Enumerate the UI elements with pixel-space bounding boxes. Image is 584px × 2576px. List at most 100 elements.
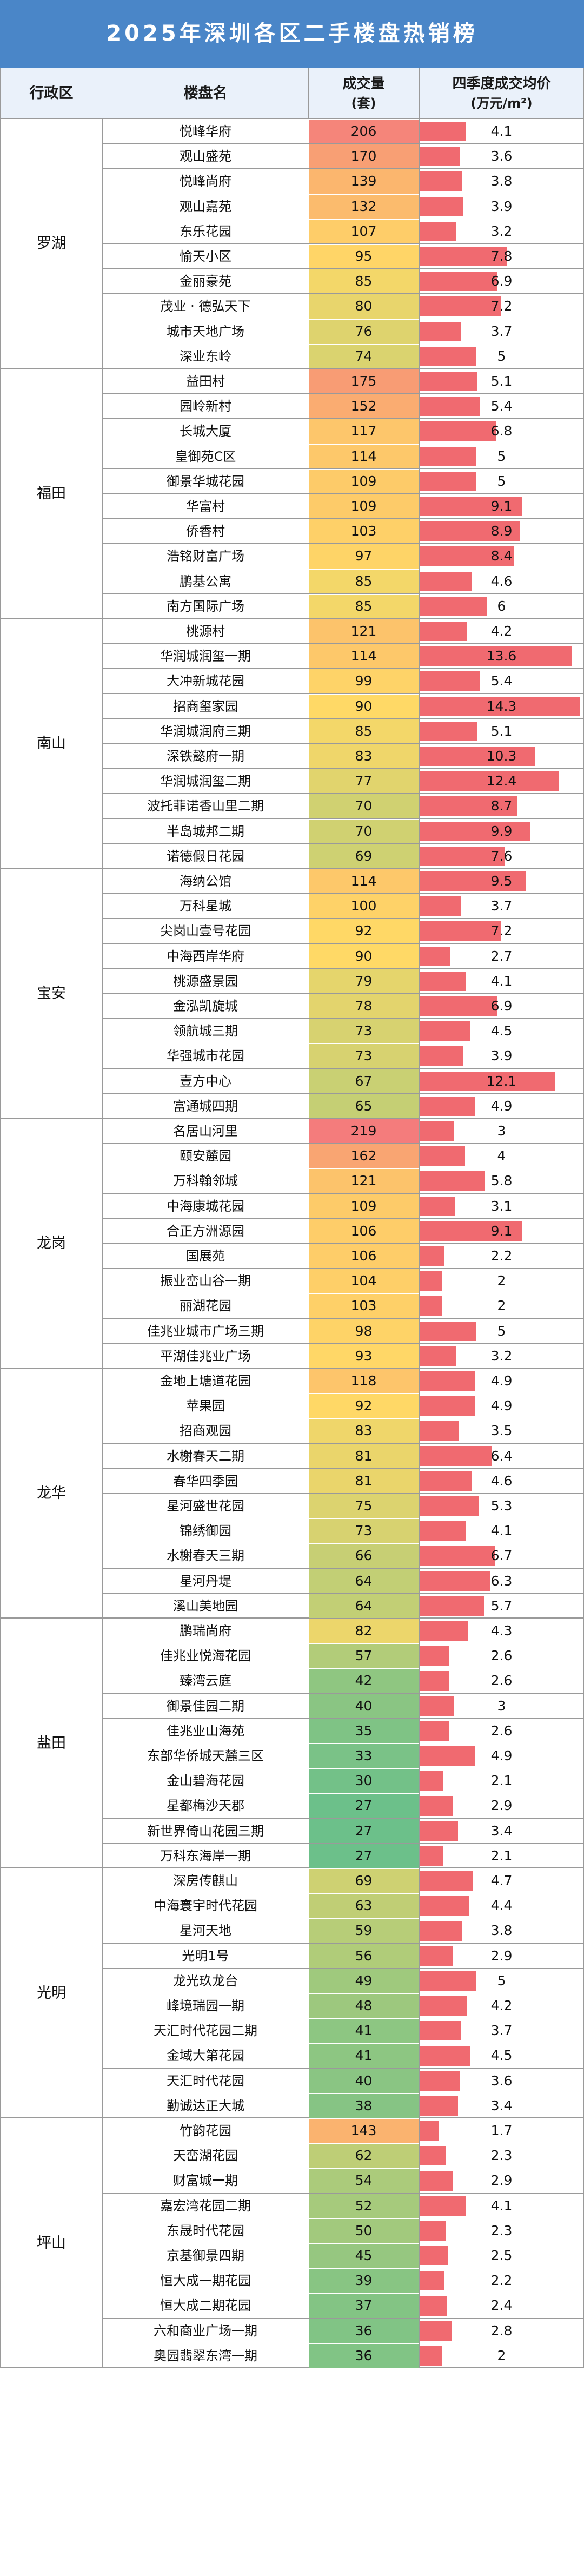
volume-divider	[419, 2318, 420, 2343]
estate-cell	[103, 744, 308, 769]
volume-value: 70	[355, 823, 373, 839]
volume-value: 64	[355, 1597, 373, 1614]
volume-cell	[309, 469, 419, 493]
header-price-line1: 四季度成交均价	[452, 76, 551, 92]
estate-cell	[103, 219, 308, 244]
volume-cell	[309, 1269, 419, 1293]
estate-name: 波托菲诺香山里二期	[147, 798, 264, 814]
estate-name: 金泓凯旋城	[173, 999, 238, 1014]
volume-cell	[309, 2119, 419, 2143]
price-bar	[420, 2271, 444, 2291]
volume-value: 107	[350, 223, 377, 239]
volume-value: 106	[350, 1248, 377, 1264]
volume-divider	[419, 2218, 420, 2243]
volume-cell	[309, 1194, 419, 1218]
table-row	[103, 1469, 584, 1494]
price-bar	[420, 622, 467, 642]
price-bar	[420, 1721, 449, 1741]
volume-value: 114	[350, 873, 377, 889]
price-value: 5.4	[490, 673, 513, 689]
district-cell	[0, 1119, 103, 1369]
volume-cell	[309, 1744, 419, 1768]
volume-divider	[419, 1494, 420, 1519]
price-value: 8.7	[490, 798, 513, 814]
volume-cell	[309, 619, 419, 644]
price-value: 2.6	[490, 1648, 513, 1664]
estate-cell	[103, 2143, 308, 2169]
price-value: 13.6	[486, 648, 517, 664]
price-value: 3.9	[490, 1048, 513, 1064]
estate-name: 新世界倚山花园三期	[147, 1823, 264, 1839]
volume-value: 73	[355, 1023, 373, 1039]
estate-cell	[103, 1718, 308, 1743]
price-value: 2	[497, 1298, 506, 1314]
price-value: 9.1	[490, 498, 513, 514]
volume-cell	[309, 1894, 419, 1918]
volume-cell	[309, 1419, 419, 1443]
estate-name: 招商玺家园	[173, 698, 238, 714]
table-row	[103, 1819, 584, 1844]
volume-value: 83	[355, 748, 373, 764]
volume-cell	[309, 1719, 419, 1743]
price-value: 3.6	[490, 2072, 513, 2089]
volume-divider	[419, 1418, 420, 1444]
volume-cell	[309, 2294, 419, 2318]
estate-cell	[103, 244, 308, 269]
price-value: 3	[497, 1697, 506, 1714]
estate-cell	[103, 1068, 308, 1094]
table-row	[103, 1944, 584, 1969]
estate-cell	[103, 169, 308, 194]
price-bar	[420, 1821, 458, 1841]
volume-value: 170	[350, 148, 377, 164]
volume-value: 97	[355, 548, 373, 564]
volume-divider	[419, 244, 420, 269]
price-bar	[420, 1671, 449, 1691]
estate-name: 鹏基公寓	[180, 573, 231, 589]
estate-cell	[103, 2168, 308, 2194]
estate-name: 苹果园	[186, 1398, 225, 1414]
table-row	[103, 1119, 584, 1144]
volume-cell	[309, 1819, 419, 1843]
price-value: 2.1	[490, 1847, 513, 1864]
estate-cell	[103, 144, 308, 169]
volume-cell	[309, 1219, 419, 1243]
volume-divider	[419, 919, 420, 944]
price-bar	[420, 1696, 454, 1716]
volume-divider	[419, 2143, 420, 2169]
price-bar	[420, 2346, 442, 2366]
volume-divider	[419, 468, 420, 494]
volume-cell	[309, 2169, 419, 2193]
estate-name: 东晟时代花园	[167, 2223, 244, 2238]
district-cell	[0, 1369, 103, 1619]
table-row	[103, 1993, 584, 2019]
estate-cell	[103, 1193, 308, 1219]
table-row	[103, 769, 584, 794]
estate-cell	[103, 519, 308, 544]
estate-cell	[103, 894, 308, 919]
volume-divider	[419, 2268, 420, 2294]
volume-value: 121	[350, 1173, 377, 1189]
table-row	[103, 1793, 584, 1819]
price-value: 3	[497, 1123, 506, 1139]
volume-divider	[419, 843, 420, 869]
price-value: 8.4	[490, 548, 513, 564]
volume-value: 70	[355, 798, 373, 814]
estate-name: 诺德假日花园	[167, 848, 244, 864]
price-bar	[420, 1846, 443, 1866]
price-bar	[420, 1446, 492, 1466]
estate-name: 皇御苑C区	[175, 448, 236, 464]
price-value: 5.1	[490, 723, 513, 739]
estate-name: 水榭春天二期	[167, 1448, 244, 1464]
estate-name: 大冲新城花园	[167, 673, 244, 689]
volume-value: 27	[355, 1822, 373, 1839]
estate-cell	[103, 419, 308, 444]
volume-value: 109	[350, 498, 377, 514]
estate-cell	[103, 1968, 308, 1993]
estate-name: 茂业 · 德弘天下	[160, 299, 251, 314]
price-bar	[420, 846, 505, 866]
estate-cell	[103, 344, 308, 369]
volume-cell	[309, 2144, 419, 2168]
volume-divider	[419, 1643, 420, 1669]
price-value: 7.2	[490, 298, 513, 314]
